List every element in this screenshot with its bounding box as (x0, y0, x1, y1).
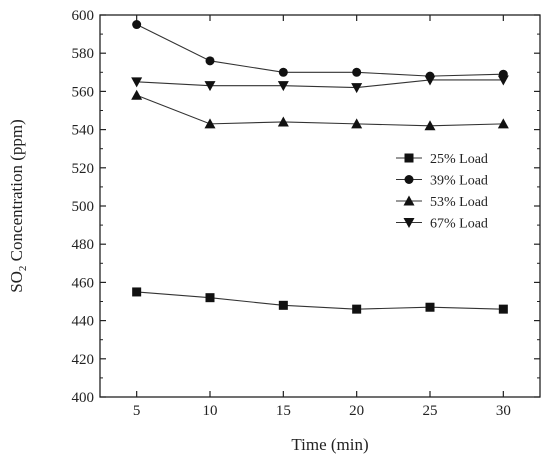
data-point (498, 304, 508, 314)
data-point (204, 81, 216, 92)
y-tick-label: 400 (72, 390, 95, 406)
y-axis-title: SO2 Concentration (ppm) (7, 119, 29, 293)
series-line (136, 291, 504, 310)
data-point (204, 118, 216, 129)
data-point (497, 75, 509, 86)
series-layer (131, 20, 509, 314)
data-point (352, 67, 362, 77)
y-tick-label: 480 (72, 237, 95, 253)
series-square (132, 287, 508, 314)
data-point (131, 89, 143, 100)
data-point (205, 293, 215, 303)
legend-item: 25% Load (396, 152, 488, 167)
x-tick-label: 10 (203, 403, 218, 419)
data-point (424, 75, 436, 86)
y-tick-label: 580 (72, 46, 95, 62)
legend-marker (403, 218, 415, 228)
series-line (136, 79, 504, 89)
x-tick-label: 20 (349, 403, 364, 419)
legend: 25% Load 39% Load 53% Load 67% Load (396, 152, 488, 232)
data-point (351, 118, 363, 129)
data-point (277, 116, 289, 127)
data-point (424, 120, 436, 131)
legend-label: 39% Load (430, 174, 488, 189)
data-point (351, 83, 363, 94)
legend-label: 25% Load (430, 152, 488, 167)
y-tick-label: 440 (72, 314, 95, 330)
data-point (277, 81, 289, 92)
y-tick-label: 420 (72, 352, 95, 368)
x-tick-label: 15 (276, 403, 291, 419)
y-tick-label: 560 (72, 84, 95, 100)
data-point (425, 302, 435, 312)
y-tick-label: 500 (72, 199, 95, 215)
data-point (278, 67, 288, 77)
series-triangle-up (131, 89, 509, 131)
y-axis-title-suffix: Concentration (ppm) (7, 119, 26, 265)
series-line (136, 24, 504, 77)
x-tick-label: 30 (496, 403, 511, 419)
legend-marker (403, 195, 415, 206)
data-point (132, 20, 142, 30)
data-point (131, 77, 143, 88)
y-tick-label: 460 (72, 275, 95, 291)
legend-label: 53% Load (430, 195, 488, 210)
series-circle (132, 20, 508, 81)
x-axis-ticks: 5 10 15 20 25 30 (133, 15, 511, 419)
x-tick-label: 5 (133, 403, 141, 419)
legend-item: 39% Load (396, 174, 488, 189)
series-triangle-down (131, 75, 509, 94)
legend-marker (404, 175, 414, 184)
data-point (132, 287, 142, 297)
x-axis-title: Time (min) (291, 435, 368, 454)
y-axis-ticks: 400 420 440 460 480 500 520 540 560 580 600 (72, 8, 540, 406)
y-axis-title-subscript: 2 (17, 266, 29, 272)
legend-item: 53% Load (396, 195, 488, 210)
data-point (352, 304, 362, 314)
data-point (205, 56, 215, 66)
data-point (278, 300, 288, 310)
y-axis-title-prefix: SO (7, 271, 26, 293)
legend-marker (404, 153, 414, 163)
legend-item: 67% Load (396, 217, 488, 232)
y-tick-label: 540 (72, 123, 95, 139)
series-line (136, 94, 504, 127)
legend-label: 67% Load (430, 217, 488, 232)
y-tick-label: 520 (72, 161, 95, 177)
x-tick-label: 25 (423, 403, 438, 419)
y-tick-label: 600 (72, 8, 95, 24)
data-point (497, 118, 509, 129)
